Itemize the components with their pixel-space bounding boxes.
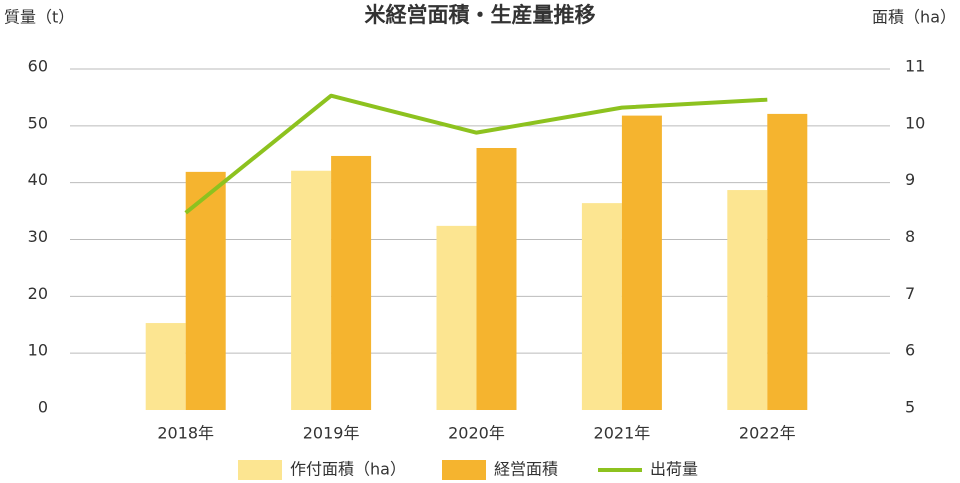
legend-swatch [442,460,486,480]
y2-axis-label: 面積（ha） [872,8,956,27]
y2-tick-label: 5 [905,398,915,417]
y2-tick-label: 6 [905,341,915,360]
legend-swatch [238,460,282,480]
x-tick-label: 2019年 [303,424,360,443]
y-tick-label: 0 [38,398,48,417]
y2-tick-label: 11 [905,57,925,76]
y-tick-label: 10 [28,341,48,360]
bar [185,171,226,410]
bar [436,225,477,410]
bar [727,190,768,410]
x-tick-label: 2022年 [739,424,796,443]
line [184,93,768,215]
y2-tick-label: 9 [905,170,915,189]
bar [145,323,186,410]
legend-label: 経営面積 [494,460,558,479]
x-tick-label: 2021年 [594,424,651,443]
y-axis-label: 質量（t） [4,8,74,27]
bar [476,147,517,410]
y2-tick-label: 8 [905,227,915,246]
y2-tick-label: 7 [905,284,915,303]
x-tick-label: 2018年 [157,424,214,443]
legend-label: 出荷量 [650,460,698,479]
y-tick-label: 50 [28,113,48,132]
bar [767,113,808,411]
y-tick-label: 40 [28,170,48,189]
legend-label: 作付面積（ha） [290,460,406,479]
bar [621,115,662,410]
bar [331,155,372,410]
y-tick-label: 30 [28,227,48,246]
y2-tick-label: 10 [905,113,925,132]
y-tick-label: 20 [28,284,48,303]
bar [291,170,332,410]
bar [581,203,622,410]
x-tick-label: 2020年 [448,424,505,443]
y-tick-label: 60 [28,57,48,76]
chart-title: 米経営面積・生産量推移 [365,3,596,27]
